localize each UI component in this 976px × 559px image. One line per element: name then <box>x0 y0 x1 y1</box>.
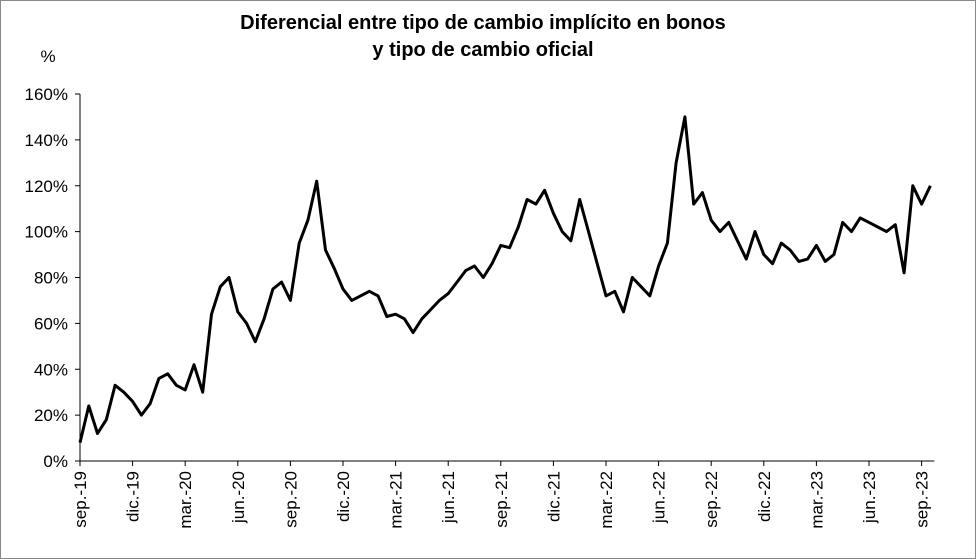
chart-title: Diferencial entre tipo de cambio implíci… <box>240 12 726 34</box>
x-tick-label: dic.-21 <box>544 471 563 522</box>
x-tick-label: jun.-21 <box>439 471 458 524</box>
x-tick-label: dic.-22 <box>755 471 774 522</box>
y-tick-label: 60% <box>34 314 68 333</box>
x-tick-label: jun.-23 <box>860 471 879 524</box>
y-tick-label: 160% <box>25 85 68 104</box>
y-tick-label: 40% <box>34 360 68 379</box>
y-tick-label: 120% <box>25 177 68 196</box>
x-tick-label: sep.-20 <box>281 471 300 528</box>
x-tick-label: sep.-21 <box>492 471 511 528</box>
x-tick-label: sep.-19 <box>71 471 90 528</box>
line <box>78 115 932 443</box>
x-tick-label: dic.-20 <box>334 471 353 522</box>
x-tick-label: mar.-22 <box>597 471 616 529</box>
x-tick-label: jun.-20 <box>229 471 248 524</box>
x-tick-label: sep.-22 <box>702 471 721 528</box>
x-tick-label: sep.-23 <box>913 471 932 528</box>
y-axis-label: % <box>40 47 55 66</box>
x-tick-label: mar.-21 <box>387 471 406 529</box>
x-tick-label: jun.-22 <box>650 471 669 524</box>
x-tick-label: mar.-23 <box>807 471 826 529</box>
chart-title: y tipo de cambio oficial <box>372 39 593 61</box>
x-tick-label: mar.-20 <box>176 471 195 529</box>
y-tick-label: 20% <box>34 406 68 425</box>
y-tick-label: 80% <box>34 269 68 288</box>
x-tick-label: dic.-19 <box>124 471 143 522</box>
y-tick-label: 0% <box>43 452 68 471</box>
y-tick-label: 100% <box>25 223 68 242</box>
y-tick-label: 140% <box>25 131 68 150</box>
